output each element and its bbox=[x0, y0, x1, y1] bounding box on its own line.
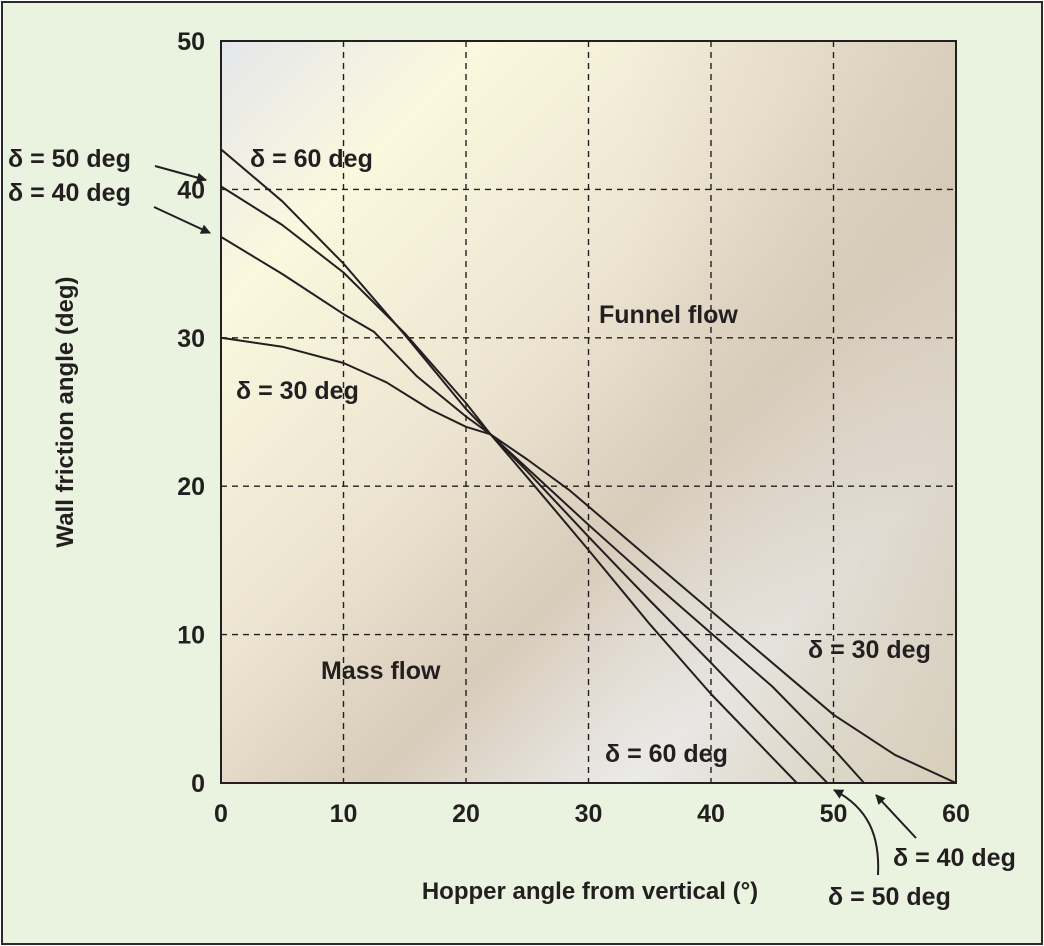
arrow-d50-left bbox=[154, 165, 207, 183]
series-line-30-deg bbox=[220, 336, 957, 784]
x-tick-label-0: 0 bbox=[214, 800, 228, 828]
x-axis-label: Hopper angle from vertical (°) bbox=[422, 878, 758, 905]
series-label-d30-right: δ = 30 deg bbox=[808, 636, 931, 664]
x-tick-label-20: 20 bbox=[452, 800, 480, 828]
series-label-d50-bottom: δ = 50 deg bbox=[828, 883, 951, 911]
arrow-d40-left bbox=[153, 206, 211, 234]
funnel-flow-label: Funnel flow bbox=[599, 301, 738, 329]
series-label-d60-top: δ = 60 deg bbox=[250, 145, 373, 173]
x-tick-labels: 0 10 20 30 40 50 60 bbox=[214, 800, 970, 828]
plot-border bbox=[220, 40, 957, 784]
x-tick-label-40: 40 bbox=[697, 800, 725, 828]
series-label-d30-left: δ = 30 deg bbox=[236, 377, 359, 405]
series-label-d40-left: δ = 40 deg bbox=[8, 179, 131, 207]
x-tick-label-50: 50 bbox=[820, 800, 848, 828]
series-label-d60-bottom: δ = 60 deg bbox=[605, 740, 728, 768]
y-tick-label-10: 10 bbox=[177, 622, 205, 650]
y-tick-label-40: 40 bbox=[177, 176, 205, 204]
series-label-d40-bottom: δ = 40 deg bbox=[893, 844, 1016, 872]
arrow-d50-bottom bbox=[833, 789, 880, 876]
series-line-60-deg bbox=[220, 148, 798, 784]
x-tick-label-10: 10 bbox=[330, 800, 358, 828]
y-tick-labels: 0 10 20 30 40 50 bbox=[177, 28, 205, 798]
mass-flow-label: Mass flow bbox=[321, 657, 441, 685]
y-tick-label-30: 30 bbox=[177, 325, 205, 353]
series-line-40-deg bbox=[220, 235, 866, 784]
grid-lines bbox=[221, 41, 956, 783]
y-tick-label-50: 50 bbox=[177, 28, 205, 56]
series-label-d50-left: δ = 50 deg bbox=[8, 145, 131, 173]
y-axis-label: Wall friction angle (deg) bbox=[52, 276, 79, 547]
y-tick-label-0: 0 bbox=[191, 770, 205, 798]
x-tick-label-60: 60 bbox=[942, 800, 970, 828]
arrow-d40-bottom bbox=[875, 794, 917, 839]
x-tick-label-30: 30 bbox=[575, 800, 603, 828]
y-tick-label-20: 20 bbox=[177, 473, 205, 501]
series-lines bbox=[220, 148, 957, 784]
series-line-50-deg bbox=[220, 185, 829, 784]
